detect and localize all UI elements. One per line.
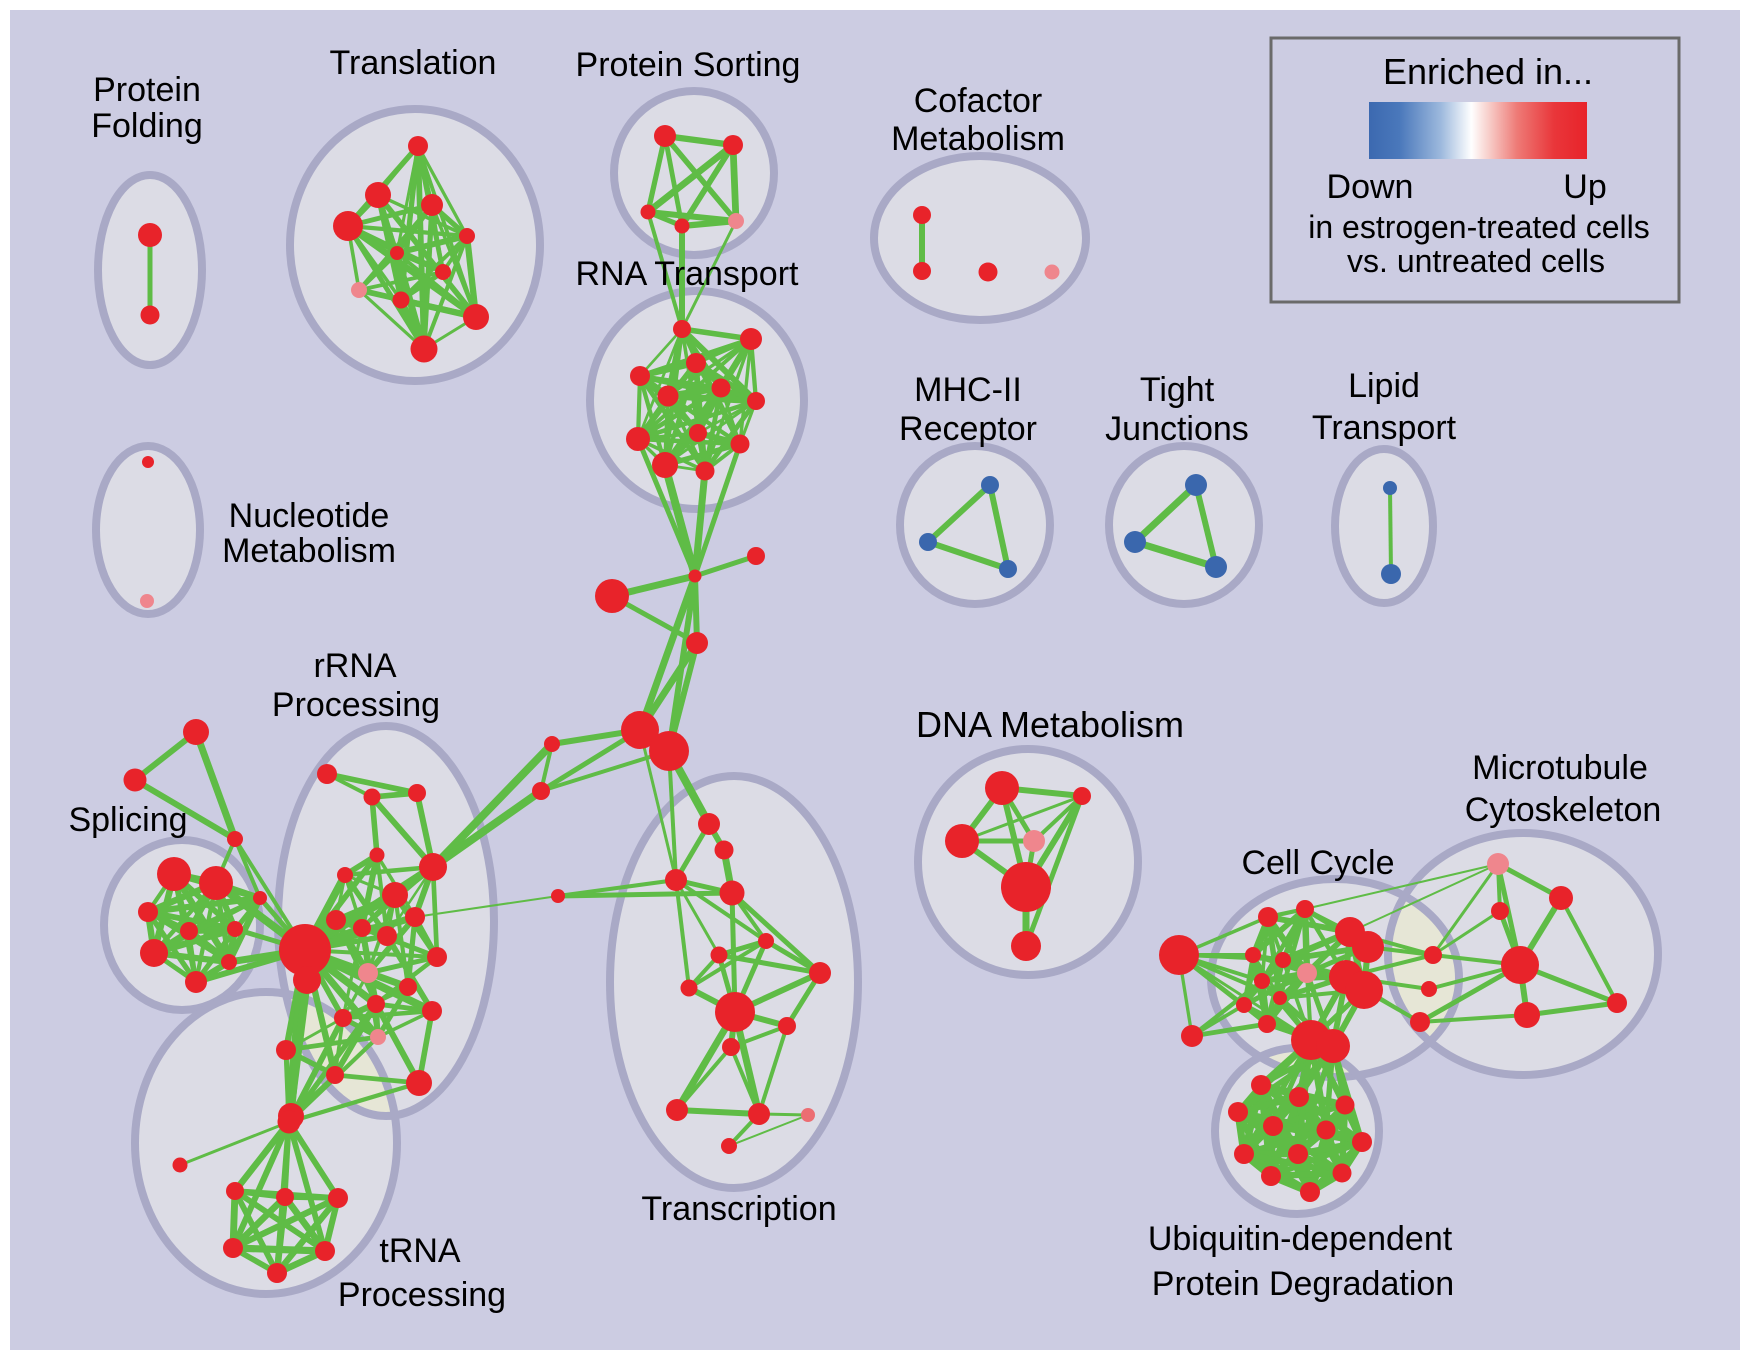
svg-text:RNA Transport: RNA Transport (576, 255, 800, 293)
svg-text:Processing: Processing (272, 686, 440, 724)
svg-text:vs. untreated cells: vs. untreated cells (1347, 243, 1605, 279)
svg-text:Tight: Tight (1140, 371, 1215, 409)
svg-text:Metabolism: Metabolism (222, 532, 396, 570)
svg-text:Transcription: Transcription (641, 1190, 836, 1228)
svg-text:DNA Metabolism: DNA Metabolism (916, 704, 1184, 745)
svg-text:Down: Down (1327, 168, 1414, 206)
svg-text:Processing: Processing (338, 1276, 506, 1314)
svg-text:Nucleotide: Nucleotide (229, 497, 390, 535)
svg-text:tRNA: tRNA (379, 1232, 461, 1270)
svg-text:Protein: Protein (93, 71, 201, 109)
svg-text:Cytoskeleton: Cytoskeleton (1465, 791, 1662, 829)
svg-text:Splicing: Splicing (68, 801, 187, 839)
svg-text:Ubiquitin-dependent: Ubiquitin-dependent (1148, 1220, 1453, 1258)
svg-text:Microtubule: Microtubule (1472, 749, 1648, 787)
svg-text:Up: Up (1563, 168, 1606, 206)
svg-text:Cell Cycle: Cell Cycle (1241, 844, 1394, 882)
svg-text:Folding: Folding (91, 107, 203, 145)
svg-text:in estrogen-treated cells: in estrogen-treated cells (1308, 209, 1650, 245)
svg-text:Cofactor: Cofactor (914, 82, 1043, 120)
svg-text:Translation: Translation (330, 44, 497, 82)
svg-text:Enriched in...: Enriched in... (1383, 51, 1593, 92)
svg-text:Receptor: Receptor (899, 410, 1037, 448)
svg-text:Junctions: Junctions (1105, 410, 1249, 448)
svg-text:Transport: Transport (1312, 409, 1457, 447)
svg-text:Metabolism: Metabolism (891, 120, 1065, 158)
svg-text:Lipid: Lipid (1348, 367, 1420, 405)
svg-text:rRNA: rRNA (313, 647, 396, 685)
svg-text:Protein Sorting: Protein Sorting (576, 46, 801, 84)
svg-text:MHC-II: MHC-II (914, 371, 1022, 409)
svg-text:Protein Degradation: Protein Degradation (1152, 1265, 1454, 1303)
